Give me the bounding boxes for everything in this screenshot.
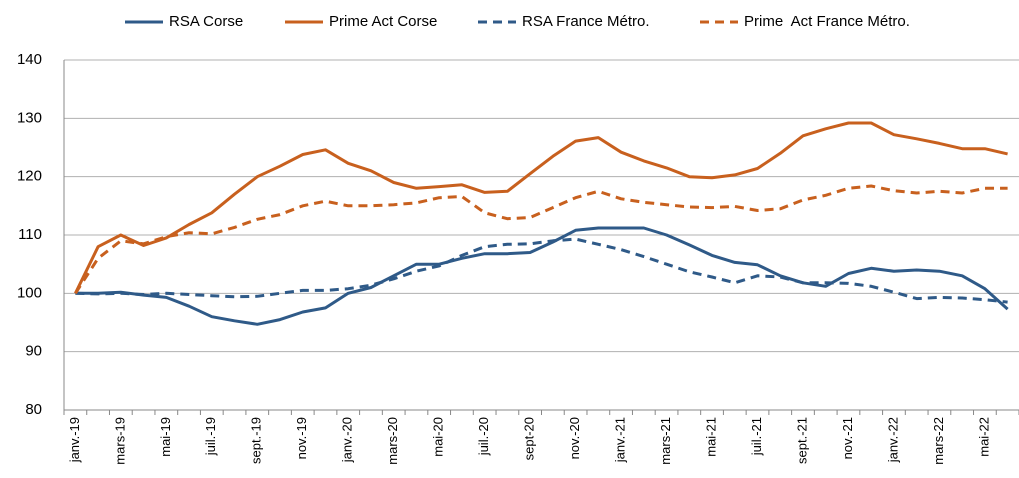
- x-tick-label: nov.-21: [840, 417, 855, 459]
- series-line: [75, 226, 1009, 326]
- x-tick-label: juil.-19: [203, 417, 218, 456]
- x-tick-label: nov.-20: [567, 417, 582, 459]
- x-tick-label: mars-20: [385, 417, 400, 465]
- x-tick-label: mai-19: [158, 417, 173, 457]
- legend-label: RSA Corse: [169, 13, 243, 30]
- x-tick-label: sept.-21: [794, 417, 809, 464]
- series-line: [74, 184, 1008, 295]
- y-tick-label: 100: [17, 284, 42, 301]
- y-tick-label: 90: [25, 343, 42, 360]
- x-tick-label: mars-22: [931, 417, 946, 465]
- x-tick-label: janv.-21: [613, 417, 628, 463]
- x-tick-label: mars-21: [658, 417, 673, 465]
- series-line: [75, 237, 1008, 304]
- y-tick-label: 140: [17, 51, 42, 68]
- x-tick-label: sept.-19: [249, 417, 264, 464]
- y-tick-label: 110: [18, 226, 42, 243]
- x-tick-label: mai-20: [431, 417, 446, 457]
- y-tick-label: 130: [17, 109, 42, 126]
- x-tick-label: mai-21: [703, 417, 718, 457]
- y-tick-label: 120: [17, 168, 42, 185]
- x-tick-label: mars-19: [112, 417, 127, 465]
- x-tick-label: janv.-19: [67, 417, 82, 463]
- legend-label: Prime Act France Métro.: [744, 13, 910, 30]
- x-tick-label: nov.-19: [294, 417, 309, 459]
- x-tick-label: janv.-20: [340, 417, 355, 463]
- legend-label: RSA France Métro.: [522, 13, 650, 30]
- series-line: [74, 121, 1008, 294]
- x-tick-label: juil.-20: [476, 417, 491, 456]
- y-tick-label: 80: [25, 401, 42, 418]
- legend-label: Prime Act Corse: [329, 13, 437, 30]
- x-tick-label: sept-20: [522, 417, 537, 460]
- x-tick-label: juil.-21: [749, 417, 764, 456]
- x-tick-label: mai-22: [976, 417, 991, 457]
- x-tick-label: janv.-22: [885, 417, 900, 463]
